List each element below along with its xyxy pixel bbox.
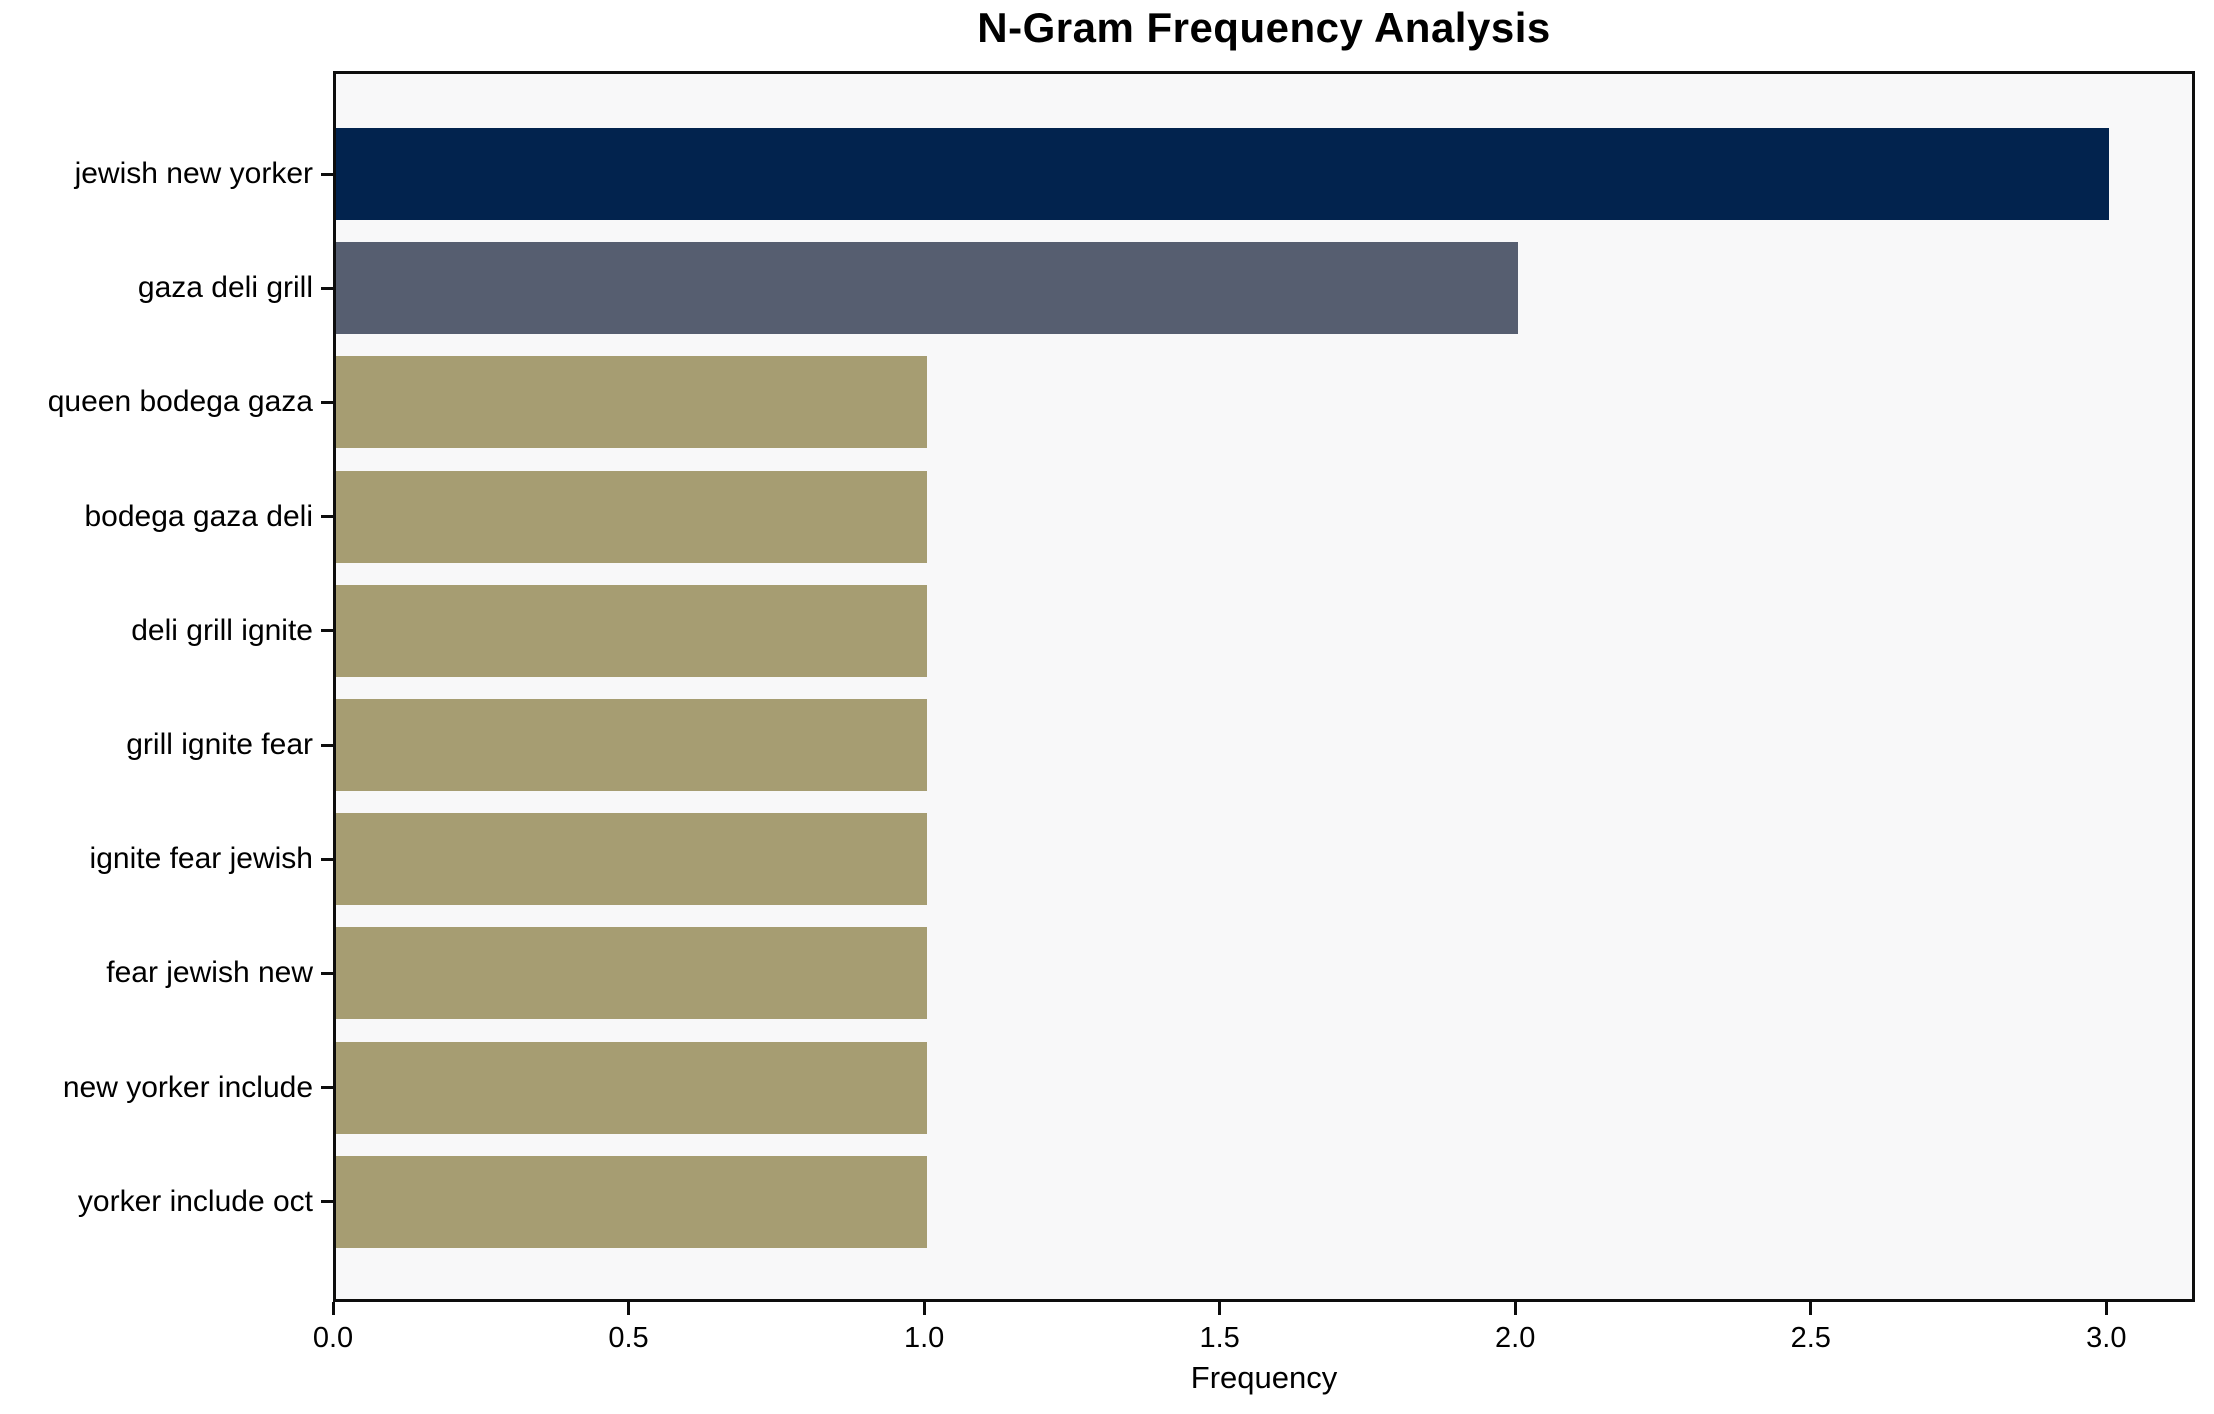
x-tick-mark (627, 1302, 631, 1315)
chart-title: N-Gram Frequency Analysis (977, 4, 1551, 51)
bar (336, 242, 1519, 335)
y-tick-mark (321, 743, 333, 747)
y-tick-mark (321, 172, 333, 176)
x-tick-label: 0.0 (312, 1322, 354, 1354)
x-tick-label: 0.5 (608, 1322, 649, 1354)
x-tick-label: 2.5 (1790, 1322, 1831, 1354)
bar (336, 584, 928, 677)
bar (336, 699, 928, 791)
bar (336, 813, 928, 906)
y-tick-label: queen bodega gaza (47, 385, 313, 419)
y-tick-mark (321, 1200, 333, 1204)
x-tick-label: 3.0 (2086, 1322, 2127, 1354)
x-tick-label: 2.0 (1495, 1322, 1536, 1354)
x-tick-label: 1.5 (1199, 1322, 1240, 1354)
x-tick-label: 1.0 (903, 1322, 945, 1354)
y-tick-label: bodega gaza deli (84, 499, 313, 533)
bar (336, 927, 928, 1020)
y-tick-label: grill ignite fear (126, 728, 313, 761)
y-tick-label: deli grill ignite (131, 613, 313, 647)
y-tick-mark (321, 1086, 333, 1090)
x-tick-mark (1218, 1302, 1222, 1315)
x-tick-mark (1809, 1302, 1813, 1315)
y-tick-mark (321, 400, 333, 404)
x-tick-mark (922, 1302, 926, 1315)
bar (336, 1041, 928, 1134)
y-tick-label: gaza deli grill (137, 271, 313, 305)
y-tick-label: new yorker include (62, 1070, 313, 1104)
x-tick-mark (1513, 1302, 1517, 1315)
y-tick-mark (321, 286, 333, 290)
y-tick-mark (321, 971, 333, 975)
x-tick-mark (331, 1302, 335, 1315)
y-tick-mark (321, 629, 333, 633)
y-tick-label: jewish new yorker (74, 157, 313, 190)
bar (336, 1155, 928, 1248)
y-tick-label: ignite fear jewish (89, 842, 313, 876)
plot-area (333, 71, 2195, 1302)
y-tick-label: fear jewish new (106, 956, 313, 990)
bar (336, 128, 2110, 220)
bar (336, 470, 928, 563)
x-tick-mark (2104, 1302, 2108, 1315)
bar (336, 356, 928, 449)
y-tick-mark (321, 515, 333, 519)
y-tick-mark (321, 857, 333, 861)
y-tick-label: yorker include oct (77, 1184, 313, 1218)
x-axis-label: Frequency (1190, 1360, 1338, 1395)
